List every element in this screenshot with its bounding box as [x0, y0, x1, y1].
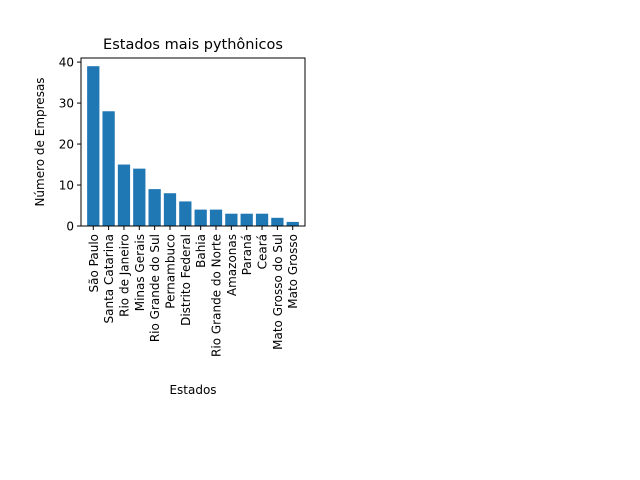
- y-tick-label: 20: [59, 138, 74, 152]
- x-tick-label: Mato Grosso: [286, 234, 300, 309]
- bar-bahia: [194, 209, 207, 226]
- x-tick-label: Paraná: [240, 234, 254, 275]
- y-ticks: 0 10 20 30 40: [59, 56, 81, 234]
- bars: [87, 66, 299, 226]
- bar-são-paulo: [87, 66, 100, 226]
- plot-frame: [80, 57, 306, 227]
- bar-pernambuco: [163, 193, 177, 226]
- x-axis-label: Estados: [169, 383, 216, 397]
- x-tick-label: Distrito Federal: [179, 234, 193, 326]
- x-tick-label: Rio Grande do Norte: [210, 234, 224, 357]
- x-tick-label: Bahia: [194, 234, 208, 268]
- bar-mato-grosso: [286, 221, 299, 226]
- x-tick-label: Ceará: [256, 234, 270, 269]
- x-ticks: São Paulo Santa Catarina Rio de Janeiro Min…: [87, 226, 300, 357]
- y-axis-label: Número de Empresas: [33, 77, 47, 206]
- y-tick-label: 10: [59, 179, 74, 193]
- bar-ceará: [255, 213, 269, 226]
- bar-rio-grande-do-sul: [148, 189, 161, 226]
- bar-distrito-federal: [179, 201, 192, 226]
- bar-mato-grosso-do-sul: [271, 217, 284, 226]
- y-tick-label: 0: [66, 220, 74, 234]
- y-tick-label: 40: [59, 56, 74, 70]
- bar-rio-de-janeiro: [117, 164, 131, 226]
- bar-minas-gerais: [133, 168, 146, 226]
- bar-paraná: [240, 213, 253, 226]
- x-tick-label: Santa Catarina: [102, 234, 116, 323]
- bar-rio-grande-do-norte: [209, 209, 223, 226]
- x-tick-label: São Paulo: [87, 234, 101, 292]
- x-tick-label: Mato Grosso do Sul: [271, 234, 285, 350]
- bar-amazonas: [225, 213, 238, 226]
- x-tick-label: Pernambuco: [163, 234, 177, 309]
- x-tick-label: Minas Gerais: [133, 234, 147, 311]
- y-tick-label: 30: [59, 97, 74, 111]
- x-tick-label: Amazonas: [225, 234, 239, 296]
- chart-title: Estados mais pythônicos: [103, 37, 283, 53]
- bar-santa-catarina: [102, 111, 115, 226]
- x-tick-label: Rio Grande do Sul: [148, 234, 162, 342]
- x-tick-label: Rio de Janeiro: [117, 234, 131, 317]
